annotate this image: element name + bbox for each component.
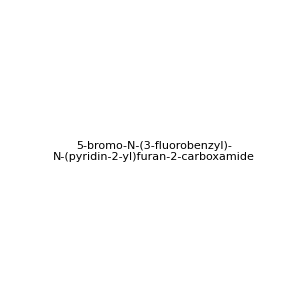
Text: 5-bromo-N-(3-fluorobenzyl)-
N-(pyridin-2-yl)furan-2-carboxamide: 5-bromo-N-(3-fluorobenzyl)- N-(pyridin-2… [53, 141, 255, 162]
